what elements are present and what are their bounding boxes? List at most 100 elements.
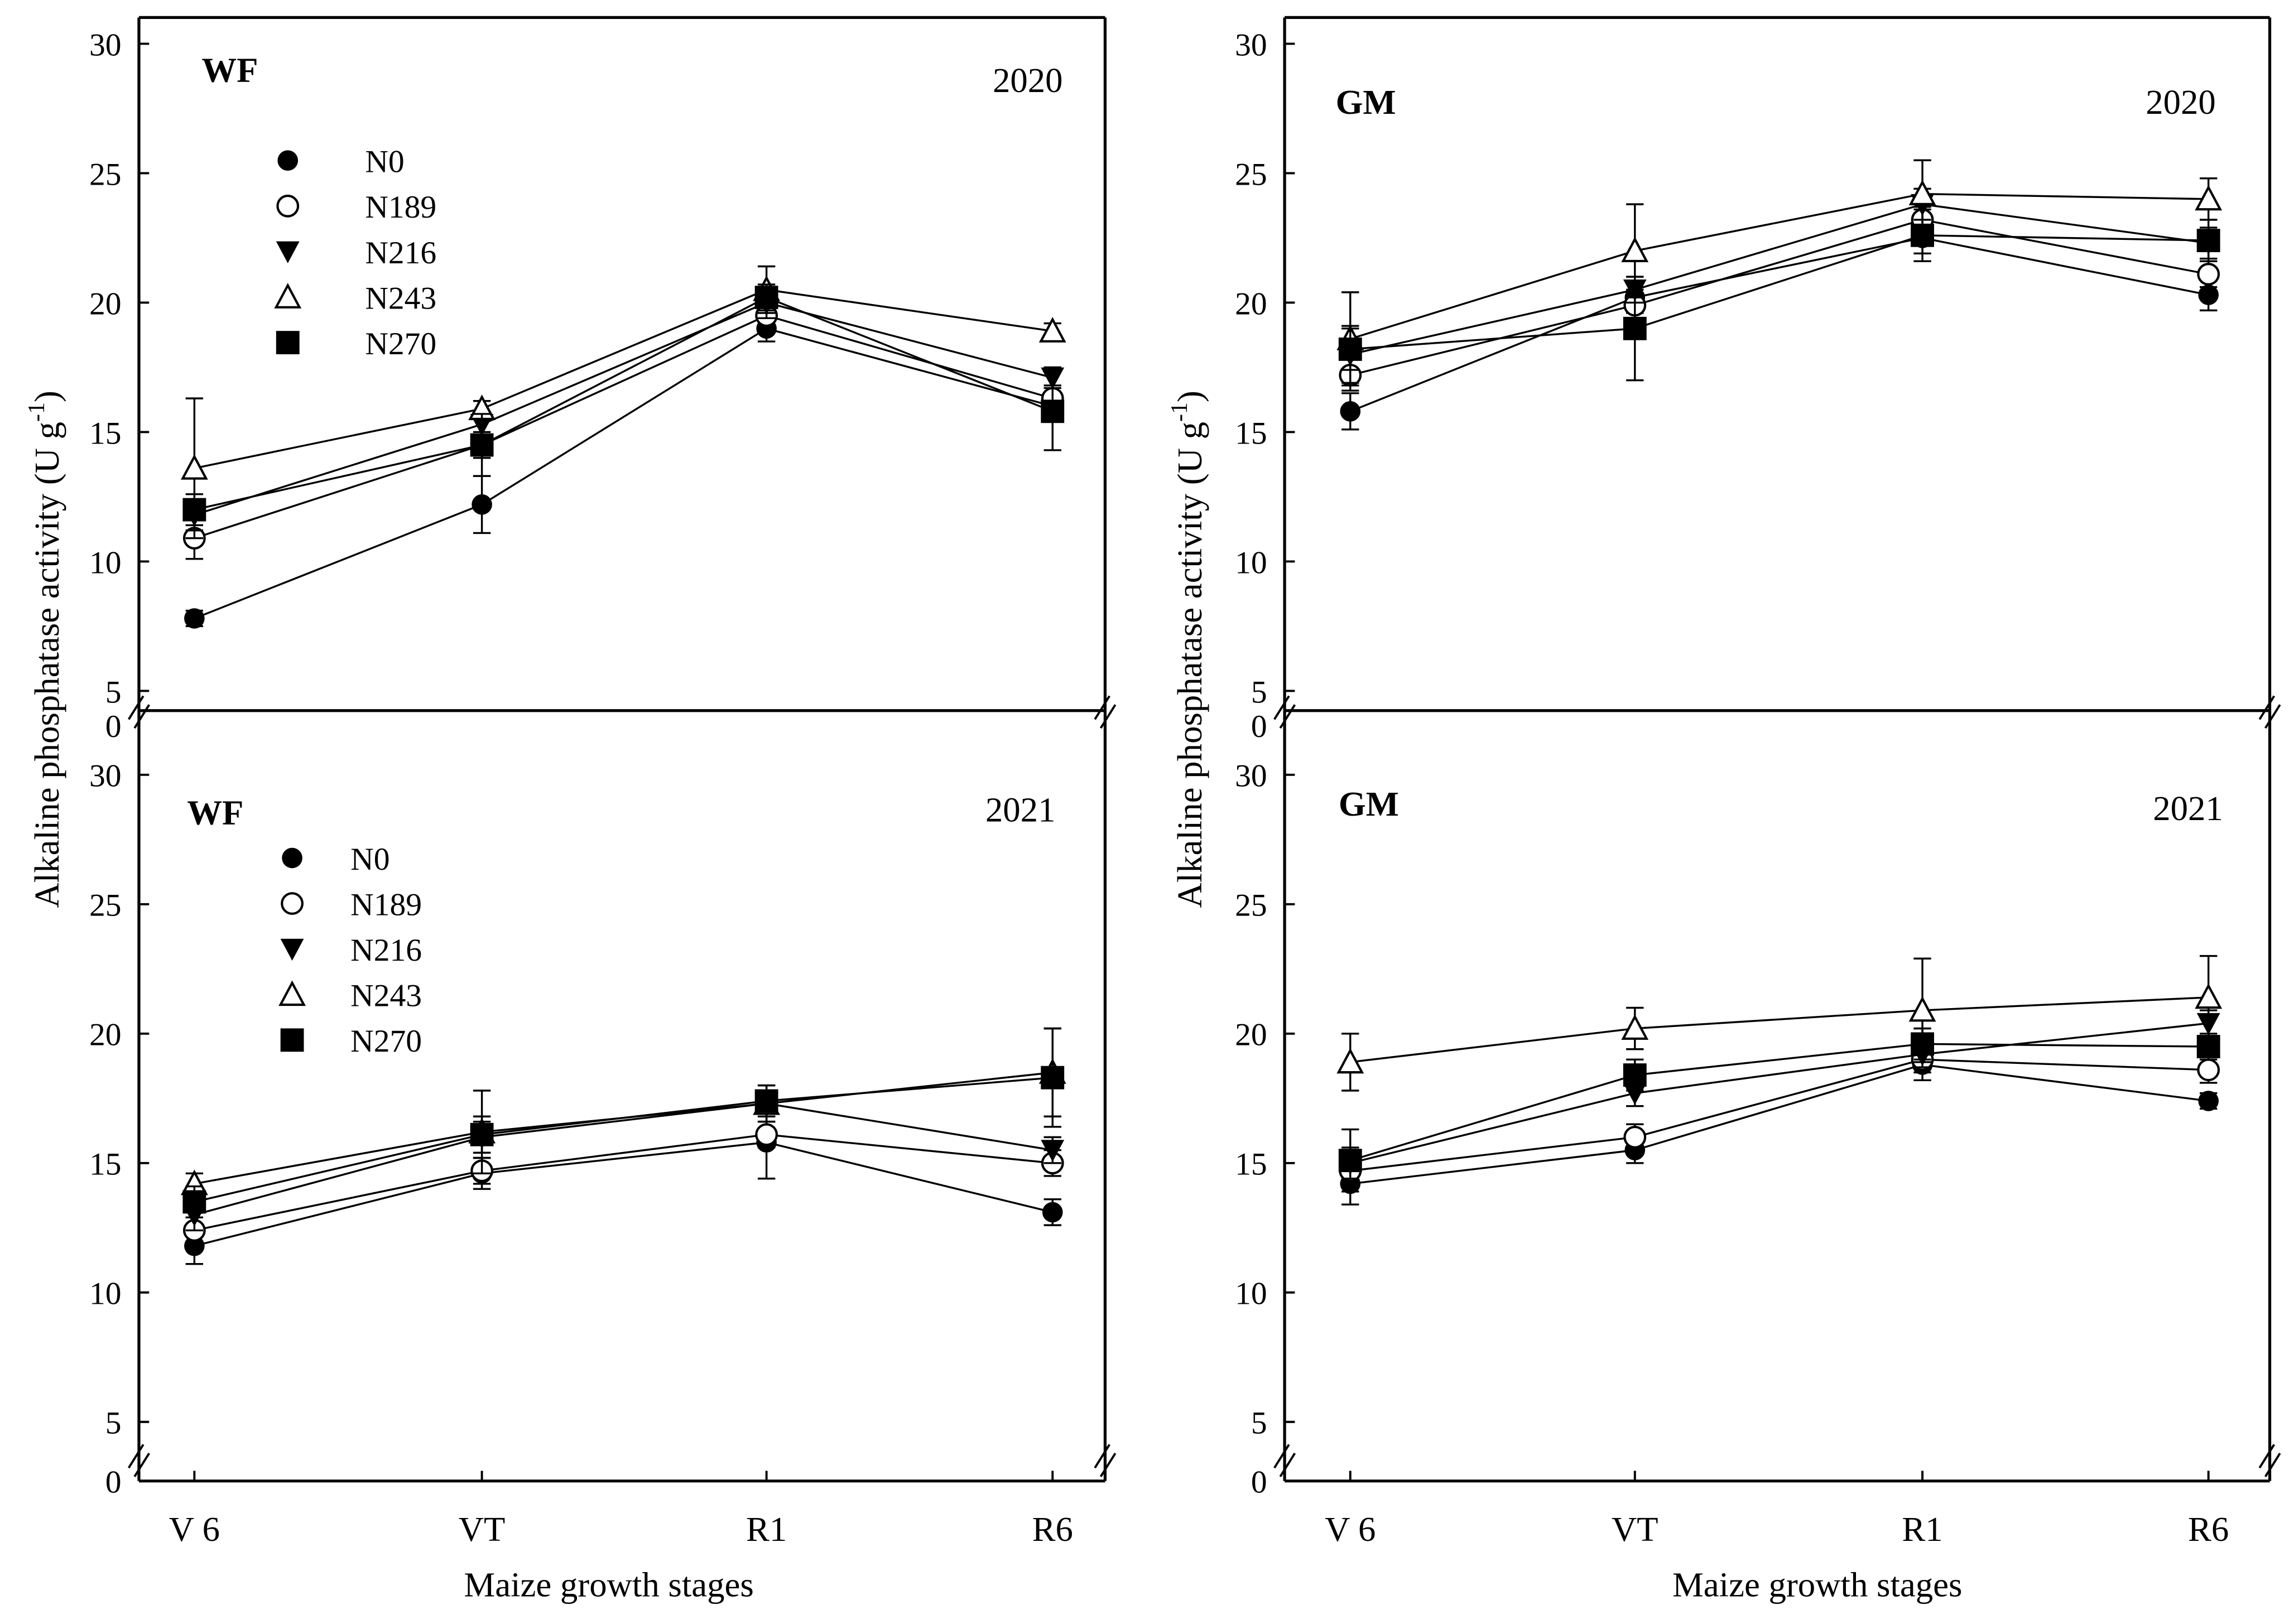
legend-label: N216 (350, 933, 422, 968)
series-line-n216 (194, 1102, 1053, 1216)
legend-label: N270 (365, 326, 436, 362)
axis-break-mark (2264, 704, 2281, 729)
axis-break-mark (1099, 1452, 1117, 1477)
x-tick-label: V 6 (169, 1510, 220, 1549)
y-tick-label: 0 (1251, 1465, 1267, 1500)
legend-marker-n189 (281, 892, 304, 915)
data-point-n270 (1911, 1032, 1934, 1056)
legend-marker-n216 (276, 241, 300, 263)
y-tick-label: 25 (89, 888, 122, 923)
series-n0 (1340, 1048, 2219, 1206)
legend-marker-n243 (278, 980, 306, 1006)
panel-label: GM (1339, 784, 1399, 823)
data-point-n243 (1336, 1048, 1364, 1074)
legend-marker-n243 (274, 283, 302, 309)
series-line-n189 (1350, 219, 2209, 377)
legend-label: N189 (365, 190, 436, 225)
series-n270 (182, 283, 1065, 527)
axis-break-mark (1273, 695, 1290, 720)
y-tick-label: 5 (1251, 1406, 1267, 1441)
series-n270 (182, 1027, 1065, 1218)
y-tick-label: 20 (89, 1018, 122, 1053)
legend-label: N243 (365, 281, 436, 316)
series-n243 (1336, 955, 2223, 1092)
legend-marker-n189 (276, 194, 300, 218)
y-tick-label: 15 (1235, 1147, 1267, 1182)
axis-break-mark (2258, 1444, 2276, 1469)
data-point-n270 (754, 1089, 778, 1113)
y-tick-label: 25 (89, 157, 122, 192)
data-point-n270 (1041, 399, 1065, 423)
series-n216 (182, 286, 1065, 532)
y-tick-label: 10 (1235, 545, 1267, 580)
series-line-n243 (1350, 996, 2209, 1063)
series-line-n270 (194, 296, 1053, 511)
y-tick-label: 20 (1235, 286, 1267, 321)
series-n189 (182, 304, 1064, 560)
series-n243 (180, 1027, 1066, 1196)
y-tick-label: 0 (105, 709, 122, 744)
series-line-n0 (1350, 237, 2209, 412)
series-line-n270 (194, 1076, 1053, 1203)
data-point-n243 (1908, 996, 1936, 1022)
data-point-n243 (2195, 983, 2223, 1009)
data-point-n0 (472, 494, 492, 515)
data-point-n189 (1623, 1125, 1647, 1149)
axis-break-mark (1273, 1444, 1290, 1469)
series-n216 (182, 1090, 1065, 1232)
x-tick-label: VT (1612, 1510, 1658, 1549)
data-point-n243 (180, 454, 208, 480)
series-line-n243 (1350, 192, 2209, 340)
data-point-n243 (1621, 1014, 1649, 1040)
data-point-n270 (1338, 1149, 1362, 1173)
panel-label: GM (1336, 83, 1396, 122)
axis-break-mark (127, 1444, 145, 1469)
x-tick-label: R6 (1032, 1510, 1073, 1549)
axis-break-mark (1099, 704, 1117, 729)
data-point-n270 (470, 433, 494, 457)
series-n189 (1339, 1045, 2220, 1185)
data-point-n243 (1038, 317, 1066, 343)
panel-gm-2021: 0 5 10 15 20 25 30 V 6 VT R1 R6 GM 2021 (1235, 709, 2281, 1549)
data-point-n0 (184, 1235, 205, 1256)
series-line-n0 (1350, 1063, 2209, 1185)
y-tick-label: 10 (89, 545, 122, 580)
x-tick-label: V 6 (1325, 1510, 1376, 1549)
y-axis-label-left: Alkaline phosphatase activity (U g-1) (24, 391, 66, 908)
y-tick-label: 20 (89, 286, 122, 321)
series-line-n189 (194, 1134, 1053, 1232)
data-point-n270 (1041, 1066, 1065, 1090)
data-point-n270 (470, 1122, 494, 1146)
y-tick-label: 0 (1251, 709, 1267, 744)
series-line-n243 (194, 288, 1053, 470)
x-tick-label: R1 (1902, 1510, 1942, 1549)
y-tick-label: 15 (1235, 416, 1267, 451)
axis-break-mark (133, 1452, 150, 1477)
data-point-n270 (1623, 1063, 1647, 1087)
y-tick-label: 15 (89, 416, 122, 451)
data-point-n0 (2198, 285, 2219, 305)
y-tick-label: 10 (1235, 1276, 1267, 1312)
panel-year: 2020 (2146, 83, 2216, 122)
data-point-n270 (1911, 223, 1934, 247)
x-tick-label: VT (459, 1510, 506, 1549)
y-axis-label-right: Alkaline phosphatase activity (U g-1) (1167, 391, 1209, 908)
x-axis-label-left: Maize growth stages (464, 1565, 753, 1604)
data-point-n270 (1338, 338, 1362, 361)
legend-label: N189 (350, 887, 422, 922)
y-tick-label: 0 (105, 1465, 122, 1500)
series-n216 (1338, 1009, 2220, 1180)
series-n243 (1336, 159, 2223, 387)
series-line-n216 (194, 301, 1053, 516)
axis-break-mark (133, 704, 150, 729)
series-n270 (1338, 208, 2220, 382)
series-line-n189 (194, 314, 1053, 539)
x-tick-label: R1 (746, 1510, 787, 1549)
axis-break-mark (2258, 695, 2276, 720)
axis-break-mark (1094, 1444, 1110, 1469)
axis-break-mark (1279, 704, 1296, 729)
data-point-n243 (2195, 185, 2223, 211)
y-tick-label: 30 (89, 27, 122, 62)
data-point-n270 (182, 498, 206, 522)
